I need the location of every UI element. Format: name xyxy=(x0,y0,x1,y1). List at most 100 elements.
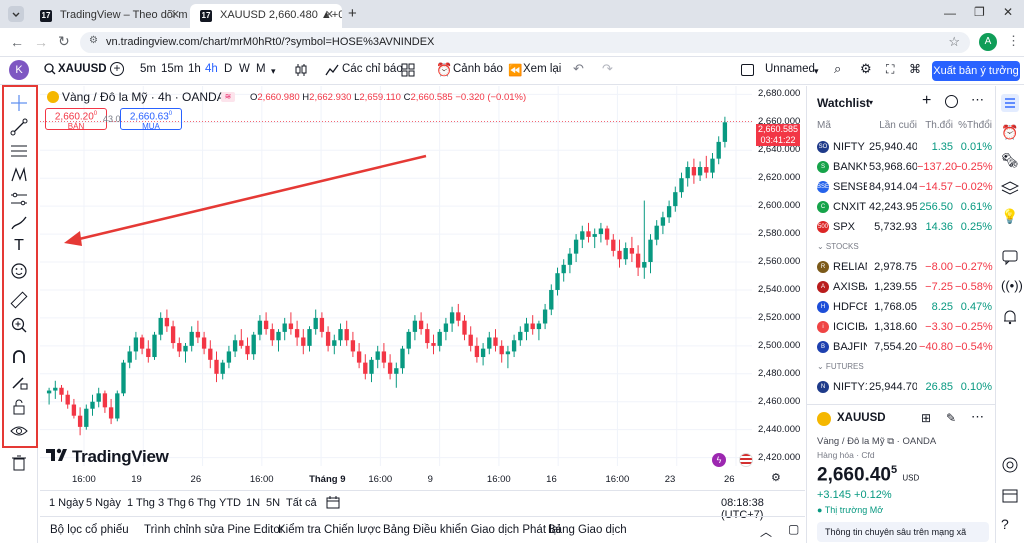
site-info-icon[interactable]: ⚙ xyxy=(89,35,98,46)
alarm-clock-icon[interactable]: ⏰ xyxy=(436,62,453,77)
watchlist-row[interactable]: SO NIFTY 25,940.40 1.35 0.01% xyxy=(807,138,995,158)
watchlist-title[interactable]: Watchlist xyxy=(817,96,870,110)
add-symbol-icon[interactable]: + xyxy=(922,92,932,109)
text-tool-icon[interactable]: T xyxy=(14,237,24,254)
emoji-icon[interactable] xyxy=(9,261,29,281)
sell-button[interactable]: 2,660.200 BÁN xyxy=(45,108,107,131)
layout-grid-icon[interactable]: ⊞ xyxy=(921,411,932,425)
range-button[interactable]: 5N xyxy=(266,497,281,509)
tab-trading-panel[interactable]: Bảng Giao dịch xyxy=(548,524,627,536)
browser-menu-icon[interactable]: ⋮ xyxy=(1007,33,1020,48)
watchlist-row[interactable]: H HDFCBANK 1,768.05 8.25 0.47% xyxy=(807,298,995,318)
range-button[interactable]: 1 Thg xyxy=(127,497,155,509)
fullscreen-icon[interactable]: ⛶ xyxy=(886,62,895,76)
price-axis[interactable]: 2,680.000 2,660.000 2,640.000 2,620.000 2,60… xyxy=(752,86,804,466)
chat-icon[interactable] xyxy=(1001,248,1019,266)
news-icon[interactable]: 🗞 xyxy=(1001,152,1019,168)
more-options-icon[interactable]: ⋯ xyxy=(971,409,984,424)
interval-m[interactable]: M xyxy=(256,63,266,75)
candle-type-icon[interactable] xyxy=(294,63,308,77)
brush-icon[interactable] xyxy=(9,213,29,233)
layout-name[interactable]: Unnamed xyxy=(765,63,815,75)
back-icon[interactable]: ← xyxy=(10,34,24,50)
buy-button[interactable]: 2,660.630 MUA xyxy=(120,108,182,131)
price-chart[interactable]: Vàng / Đô la Mỹ · 4h · OANDA ≋ O2,660.98… xyxy=(40,86,805,494)
layout-grid-icon[interactable] xyxy=(401,63,415,77)
minimize-button[interactable]: — xyxy=(944,6,956,20)
dom-icon[interactable] xyxy=(1001,456,1019,474)
restore-button[interactable]: ❐ xyxy=(974,5,985,19)
camera-icon[interactable]: ⌘ xyxy=(909,62,921,76)
layers-icon[interactable] xyxy=(1001,180,1019,198)
notification-bell-icon[interactable] xyxy=(1001,308,1019,326)
interval-4h[interactable]: 4h xyxy=(205,63,218,75)
publish-idea-button[interactable]: Xuất bản ý tưởng xyxy=(932,61,1020,81)
bookmark-star-icon[interactable]: ☆ xyxy=(948,34,960,49)
range-button[interactable]: 1N xyxy=(246,497,261,509)
pattern-icon[interactable] xyxy=(9,165,29,185)
undo-icon[interactable]: ↶ xyxy=(573,61,584,76)
interval-15m[interactable]: 15m xyxy=(161,63,184,75)
col-change[interactable]: Th.đổi xyxy=(925,120,953,131)
lock-icon[interactable] xyxy=(9,397,29,417)
tab-tradingview-home[interactable]: 17 TradingView – Theo dõi mọi Thị trường… xyxy=(30,4,188,28)
interval-w[interactable]: W xyxy=(239,63,250,75)
maximize-panel-icon[interactable]: ▢ xyxy=(788,522,800,536)
ideas-bulb-icon[interactable]: 💡 xyxy=(1001,208,1019,224)
address-field[interactable]: ⚙ vn.tradingview.com/chart/mrM0hRt0/?sym… xyxy=(80,32,970,53)
col-last[interactable]: Lần cuối xyxy=(879,120,917,131)
reload-icon[interactable]: ↻ xyxy=(58,33,70,49)
more-options-icon[interactable]: ⋯ xyxy=(971,92,984,107)
settings-gear-icon[interactable]: ⚙ xyxy=(860,61,872,76)
range-button[interactable]: 5 Ngày xyxy=(86,497,121,509)
interval-d[interactable]: D xyxy=(224,63,233,75)
social-insights-banner[interactable]: Thông tin chuyên sâu trên mạng xã xyxy=(817,522,989,542)
help-icon[interactable]: ? xyxy=(1001,516,1009,532)
new-tab-button[interactable]: + xyxy=(348,5,357,22)
user-avatar[interactable]: K xyxy=(9,60,29,80)
axis-settings-icon[interactable]: ⚙ xyxy=(771,472,781,484)
watchlist-row[interactable]: BSE SENSEX84,914.04−14.57−0.02% xyxy=(807,178,995,198)
watchlist-row[interactable]: B BAJFINANCE 7,554.20−40.80−0.54% xyxy=(807,338,995,358)
clock-readout[interactable]: 08:18:38 (UTC+7) xyxy=(721,497,764,521)
symbol-search-button[interactable]: XAUUSD xyxy=(58,63,107,75)
tab-stock-screener[interactable]: Bộ lọc cổ phiếu xyxy=(50,524,129,536)
replay-button[interactable]: Xem lại xyxy=(523,63,562,75)
close-icon[interactable]: ✕ xyxy=(324,9,334,21)
calendar-icon[interactable] xyxy=(1001,486,1019,504)
advanced-view-icon[interactable] xyxy=(945,95,958,108)
watchlist-row[interactable]: N NIFTY1!25,944.70 26.85 0.10% xyxy=(807,378,995,398)
indicators-button[interactable]: Các chỉ báo xyxy=(342,63,403,75)
edit-icon[interactable]: ✎ xyxy=(946,411,957,425)
chart-legend-title[interactable]: Vàng / Đô la Mỹ · 4h · OANDA xyxy=(62,90,225,104)
indicators-icon[interactable] xyxy=(325,63,339,77)
close-window-button[interactable]: ✕ xyxy=(1003,5,1014,19)
candlestick-plot[interactable] xyxy=(40,86,752,466)
lightning-event-icon[interactable]: ϟ xyxy=(712,453,726,467)
watchlist-section-header[interactable]: ⌄ FUTURES xyxy=(817,362,864,371)
alerts-button[interactable]: Cảnh báo xyxy=(453,63,503,75)
range-button[interactable]: 1 Ngày xyxy=(49,497,84,509)
compare-symbol-button[interactable]: + xyxy=(110,62,124,76)
external-link-icon[interactable]: ⧉ · xyxy=(887,436,903,447)
prediction-icon[interactable] xyxy=(9,189,29,209)
crosshair-icon[interactable] xyxy=(9,93,29,113)
streams-icon[interactable]: ((•)) xyxy=(1001,278,1023,293)
rewind-icon[interactable]: ⏪ xyxy=(508,65,523,77)
close-icon[interactable]: ✕ xyxy=(170,9,180,21)
zoom-in-icon[interactable] xyxy=(9,315,29,335)
tab-replay-panel[interactable]: Bảng Điều khiển Giao dịch Phát lại xyxy=(383,524,561,536)
time-axis[interactable]: 16:00 19 26 16:00 Tháng 9 16:00 9 16:00 16 16:00 2… xyxy=(40,472,752,488)
chevron-down-icon[interactable]: ▾ xyxy=(814,66,819,76)
forward-icon[interactable]: → xyxy=(34,34,48,50)
detail-symbol[interactable]: XAUUSD xyxy=(837,412,886,424)
pencil-lock-icon[interactable] xyxy=(9,372,29,392)
profile-avatar[interactable]: A xyxy=(979,33,997,51)
watchlist-row[interactable]: C CNXIT 42,243.95 256.50 0.61% xyxy=(807,198,995,218)
range-button[interactable]: 3 Thg xyxy=(158,497,186,509)
ruler-icon[interactable] xyxy=(9,290,29,310)
range-button[interactable]: 6 Thg xyxy=(188,497,216,509)
chevron-down-icon[interactable]: ▾ xyxy=(869,98,874,107)
interval-1h[interactable]: 1h xyxy=(188,63,201,75)
tab-pine-editor[interactable]: Trình chỉnh sửa Pine Editor xyxy=(144,524,284,536)
